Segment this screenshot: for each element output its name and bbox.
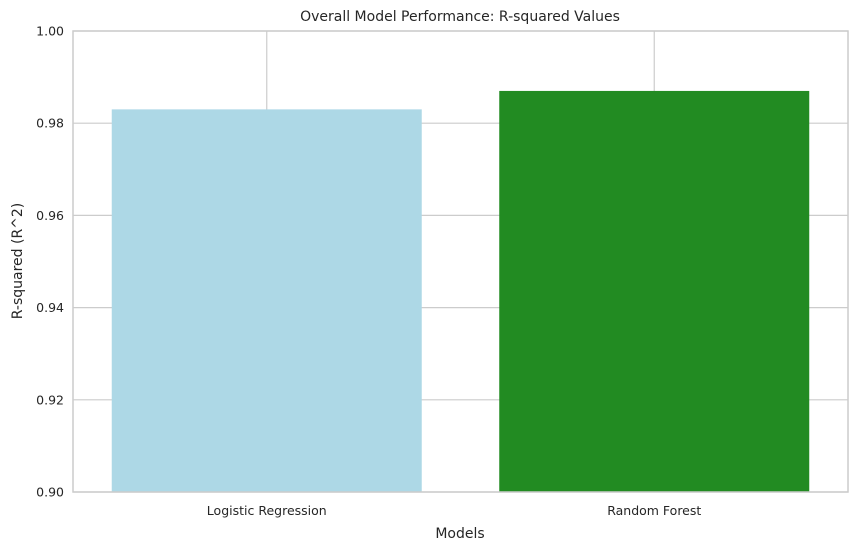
bar-logistic-regression — [111, 109, 422, 493]
bars — [111, 90, 810, 493]
plot-frame — [72, 30, 849, 493]
x-axis-label: Models — [435, 526, 484, 542]
y-tick-label: 0.98 — [36, 116, 64, 131]
y-tick-label: 1.00 — [36, 24, 64, 39]
x-axis-ticks: Logistic Regression Random Forest — [207, 503, 702, 518]
x-tick-label: Logistic Regression — [207, 503, 327, 518]
y-tick-label: 0.92 — [36, 392, 64, 407]
x-tick-label: Random Forest — [607, 503, 701, 518]
axis-spines — [72, 30, 849, 493]
bar-random-forest — [499, 90, 810, 493]
y-tick-label: 0.96 — [36, 208, 64, 223]
chart-title: Overall Model Performance: R-squared Val… — [300, 9, 620, 25]
y-axis-ticks: 0.90 0.92 0.94 0.96 0.98 1.00 — [36, 24, 64, 500]
y-tick-label: 0.90 — [36, 485, 64, 500]
y-tick-label: 0.94 — [36, 300, 64, 315]
y-axis-label: R-squared (R^2) — [10, 203, 26, 320]
